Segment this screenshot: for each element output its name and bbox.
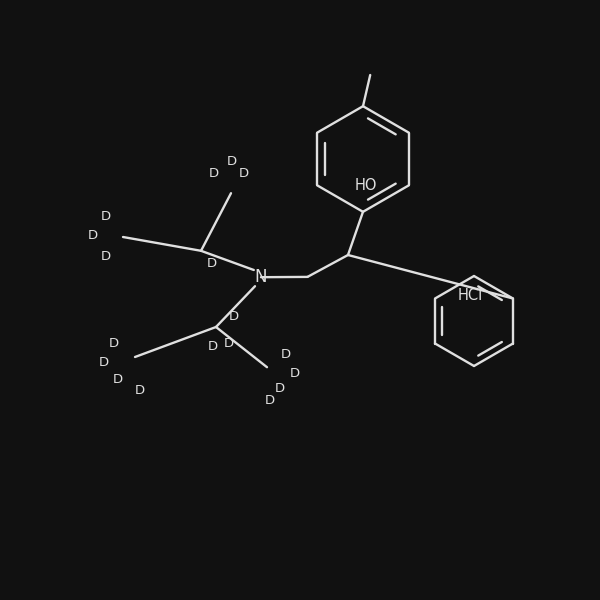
Text: D: D <box>281 347 291 361</box>
Text: D: D <box>265 394 275 407</box>
Text: D: D <box>208 340 218 353</box>
Text: D: D <box>227 155 237 169</box>
Text: D: D <box>290 367 300 380</box>
Text: D: D <box>209 167 219 181</box>
Text: D: D <box>224 337 234 350</box>
Text: D: D <box>207 257 217 271</box>
Text: D: D <box>99 356 109 370</box>
Text: D: D <box>109 337 119 350</box>
Text: D: D <box>135 383 145 397</box>
Text: D: D <box>101 250 111 263</box>
Text: D: D <box>275 382 285 395</box>
Text: HCl: HCl <box>458 288 483 303</box>
Text: N: N <box>255 268 267 286</box>
Text: HO: HO <box>355 178 377 193</box>
Text: D: D <box>239 167 249 181</box>
Text: D: D <box>229 310 239 323</box>
Text: D: D <box>88 229 98 242</box>
Text: D: D <box>113 373 123 386</box>
Text: D: D <box>101 209 111 223</box>
